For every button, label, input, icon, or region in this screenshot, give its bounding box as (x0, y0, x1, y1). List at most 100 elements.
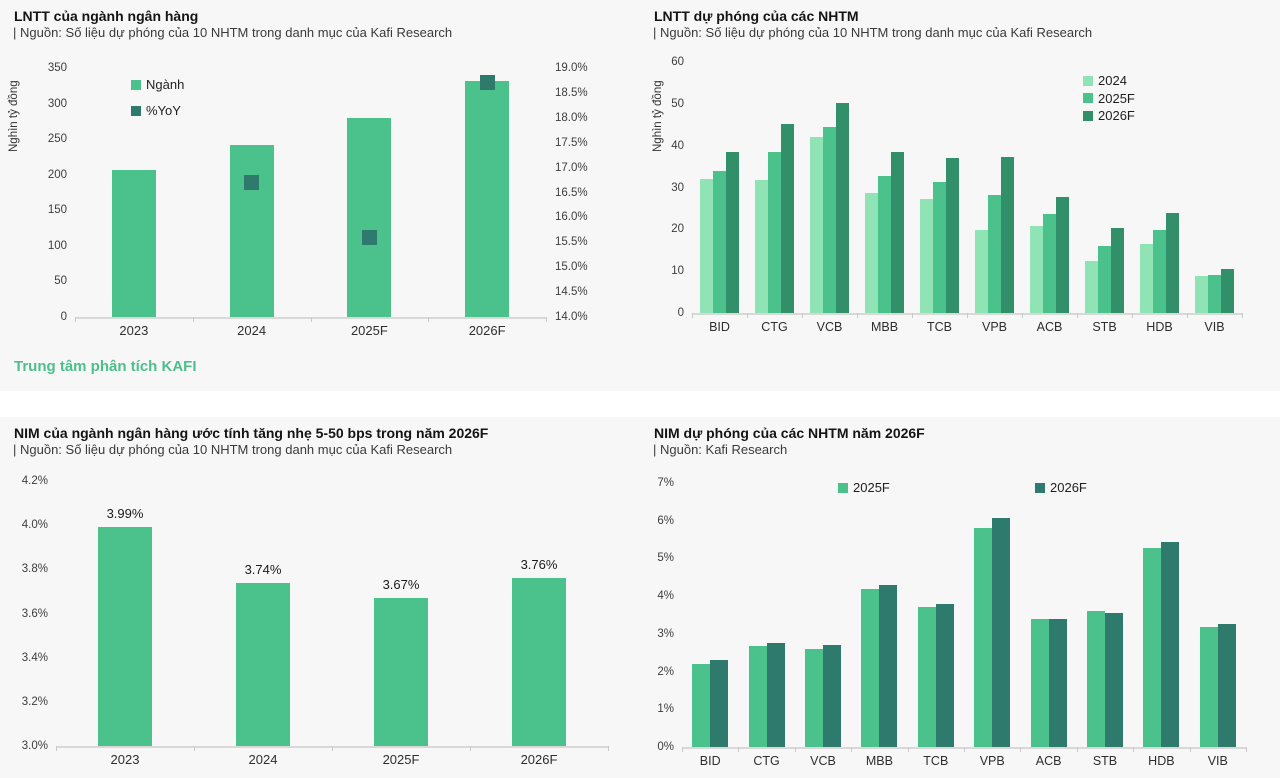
y-tick-label: 0 (60, 311, 67, 323)
x-tick-label: CTG (761, 320, 788, 334)
bar (861, 588, 880, 747)
y-tick-label: 50 (671, 97, 684, 110)
legend-swatch (1083, 75, 1093, 86)
x-tick-label: CTG (753, 754, 780, 768)
x-axis-tick (1076, 747, 1078, 752)
chart-source: | Nguồn: Kafi Research (653, 442, 788, 457)
x-axis-tick (75, 317, 76, 322)
bar (1208, 274, 1221, 313)
y-tick-label: 200 (47, 168, 67, 181)
legend-item: 2025F (1083, 91, 1135, 106)
bar (1221, 269, 1234, 313)
legend-label: Ngành (146, 77, 185, 92)
y-tick-label: 4% (657, 590, 674, 603)
x-tick-label: MBB (870, 320, 899, 334)
y-tick-label: 30 (671, 181, 684, 194)
y-tick-label: 3.4% (21, 651, 48, 664)
x-axis-tick (546, 317, 547, 322)
data-label: 3.99% (106, 506, 144, 522)
y-tick-label: 50 (54, 275, 67, 288)
bar (755, 179, 768, 313)
chart-title: LNTT của ngành ngân hàng (14, 8, 199, 24)
chart-title: NIM dự phóng của các NHTM năm 2026F (654, 425, 925, 441)
yoy-marker (479, 75, 495, 91)
y2-tick-label: 17.5% (555, 136, 588, 149)
y-tick-label: 4.0% (21, 519, 48, 532)
bar (347, 117, 392, 317)
x-axis-tick (608, 746, 609, 751)
chart-lntt-nganh: LNTT của ngành ngân hàng | Nguồn: Số liệ… (0, 0, 640, 345)
bar (1030, 225, 1043, 313)
x-tick-label: 2023 (119, 323, 149, 338)
x-tick-label: STB (1092, 320, 1117, 334)
legend-label: 2025F (853, 480, 890, 495)
y-tick-label: 40 (671, 139, 684, 152)
x-axis-tick (967, 313, 968, 318)
x-axis-tick (1246, 747, 1247, 752)
bar (920, 198, 933, 313)
y-tick-label: 3.2% (21, 695, 48, 708)
bar (1161, 542, 1180, 747)
x-tick-label: HDB (1146, 320, 1173, 334)
legend-label: 2024 (1098, 73, 1127, 88)
y-tick-label: 2% (657, 665, 674, 678)
y-tick-label: 7% (657, 477, 674, 489)
x-axis-tick (682, 747, 683, 752)
legend-swatch (1083, 93, 1093, 103)
x-axis-tick (310, 317, 312, 322)
bar (1217, 624, 1236, 747)
y-tick-label: 250 (47, 133, 67, 146)
section-divider (0, 391, 1280, 417)
x-axis-tick (802, 313, 803, 318)
legend-swatch (1035, 482, 1045, 493)
bar (974, 528, 993, 747)
yoy-marker (244, 175, 260, 191)
bar (917, 607, 936, 747)
legend-item: %YoY (131, 103, 181, 118)
y2-tick-label: 14.5% (555, 286, 588, 299)
x-axis-tick (1187, 313, 1188, 318)
x-tick-label: 2026F (468, 323, 506, 338)
x-axis-tick (56, 746, 57, 751)
legend-item: 2024 (1083, 73, 1127, 88)
bar (229, 144, 274, 317)
x-tick-label: VIB (1204, 320, 1225, 334)
y-tick-label: 350 (47, 62, 67, 74)
x-tick-label: HDB (1148, 754, 1175, 768)
bar (975, 230, 988, 313)
bar (768, 151, 781, 313)
legend-label: 2025F (1098, 90, 1135, 106)
bar (1153, 230, 1166, 313)
legend-swatch (838, 482, 848, 493)
chart-plot-area: 7% 6% 5% 4% 3% 2% 1% 0% BID CTG VCB MBB TCB VPB ACB STB… (640, 417, 1280, 778)
bar (891, 151, 904, 313)
bar (748, 645, 767, 747)
chart-plot-area: Nghìn tỷ đồng 350 300 250 200 150 100 50 0 19.0% 1… (0, 0, 640, 345)
x-axis-tick (1022, 313, 1023, 318)
y-tick-label: 3.0% (21, 740, 48, 752)
bar (1195, 276, 1208, 313)
legend-item: 2026F (1083, 108, 1135, 123)
legend-swatch (131, 105, 141, 116)
x-tick-label: 2024 (237, 323, 267, 338)
data-label: 3.76% (520, 557, 558, 573)
y-tick-label: 60 (671, 56, 684, 68)
bar (1199, 627, 1218, 747)
bar (933, 182, 946, 313)
bar (692, 664, 711, 747)
x-tick-label: 2026F (520, 752, 558, 767)
x-axis-tick (857, 313, 858, 318)
legend-label: %YoY (146, 103, 181, 118)
x-axis-tick (1020, 747, 1022, 752)
bar (1048, 618, 1067, 747)
chart-source: | Nguồn: Số liệu dự phóng của 10 NHTM tr… (13, 25, 453, 40)
bar (1105, 613, 1123, 747)
x-axis-tick (907, 747, 909, 752)
kafi-footer-label: Trung tâm phân tích KAFI (14, 358, 197, 375)
x-tick-label: BID (709, 320, 730, 334)
x-tick-label: VCB (810, 754, 836, 768)
bar (946, 158, 959, 313)
bar (836, 102, 849, 313)
bar (512, 578, 566, 746)
data-label: 3.74% (244, 561, 282, 577)
